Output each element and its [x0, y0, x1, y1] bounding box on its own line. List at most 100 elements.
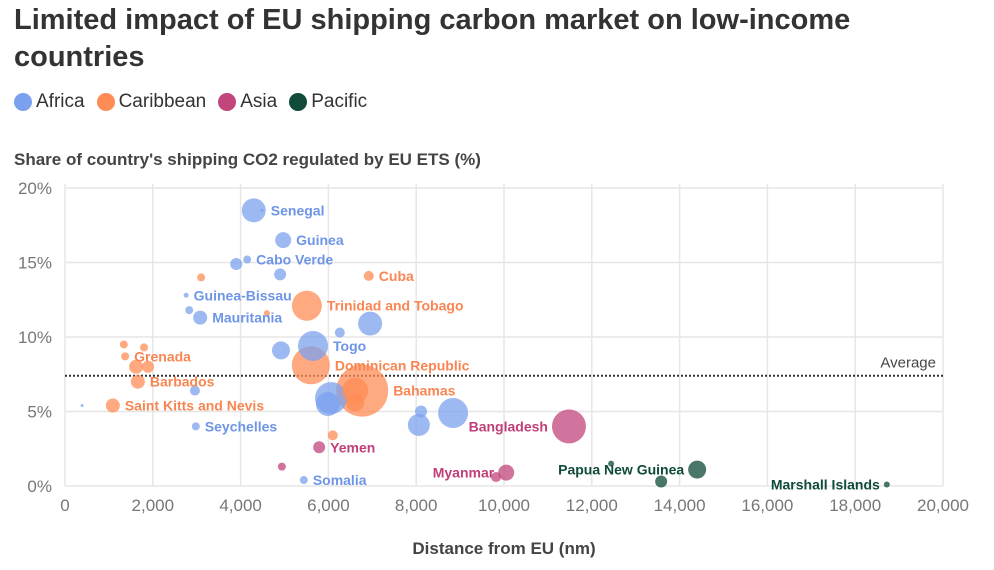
- bubble-africa: [191, 422, 200, 431]
- bubble-caribbean: [263, 310, 270, 317]
- bubble-pacific: [883, 481, 890, 488]
- bubble-caribbean: [119, 340, 128, 349]
- x-tick-label: 10,000: [478, 496, 530, 515]
- legend-swatch-africa: [14, 93, 32, 111]
- average-label: Average: [880, 355, 936, 372]
- bubble-africa: [299, 476, 308, 485]
- bubble-caribbean: [363, 270, 374, 281]
- legend-label: Africa: [36, 91, 85, 112]
- x-tick-label: 0: [60, 496, 69, 515]
- x-tick-label: 2,000: [132, 496, 175, 515]
- bubble-africa: [358, 311, 383, 336]
- legend-swatch-pacific: [289, 93, 308, 111]
- bubble-caribbean: [129, 359, 144, 374]
- bubble-caribbean: [327, 430, 338, 441]
- point-label: Bahamas: [393, 383, 455, 399]
- bubble-africa: [275, 232, 292, 249]
- point-label: Somalia: [313, 472, 367, 488]
- legend-label: Pacific: [311, 91, 368, 112]
- x-tick-label: 20,000: [917, 496, 969, 515]
- y-tick-label: 20%: [18, 179, 52, 198]
- bubble-africa: [271, 341, 290, 360]
- bubble-pacific: [655, 475, 668, 488]
- legend-swatch-caribbean: [96, 93, 115, 111]
- bubble-caribbean: [291, 290, 322, 321]
- point-label: Bangladesh: [469, 418, 548, 434]
- point-label: Mauritania: [212, 310, 282, 326]
- x-tick-label: 18,000: [829, 496, 881, 515]
- bubble-asia: [498, 464, 515, 481]
- bubble-africa: [80, 404, 84, 408]
- x-axis-title: Distance from EU (nm): [412, 539, 595, 558]
- bubble-africa: [189, 385, 200, 396]
- average-line-group: Average: [65, 355, 943, 377]
- bubble-africa: [183, 292, 189, 298]
- point-label: Guinea: [296, 232, 344, 248]
- point-label: Myanmar: [433, 465, 495, 481]
- bubble-africa: [230, 257, 243, 270]
- legend-item-africa[interactable]: Africa: [14, 91, 85, 113]
- y-tick-label: 10%: [18, 328, 52, 347]
- x-tick-label: 14,000: [654, 496, 706, 515]
- bubble-africa: [315, 392, 340, 417]
- bubble-caribbean: [141, 360, 154, 373]
- bubble-caribbean: [140, 343, 149, 352]
- bubble-africa: [298, 330, 329, 361]
- bubble-caribbean: [197, 273, 206, 282]
- bubble-asia: [313, 441, 326, 454]
- bubble-africa: [438, 397, 469, 428]
- bubble-caribbean: [346, 393, 365, 412]
- x-tick-label: 6,000: [307, 496, 350, 515]
- legend-item-asia[interactable]: Asia: [218, 91, 277, 113]
- bubble-africa: [334, 327, 345, 338]
- bubble-caribbean: [130, 374, 145, 389]
- bubble-africa: [274, 268, 287, 281]
- point-label: Senegal: [271, 202, 325, 218]
- point-label: Seychelles: [205, 418, 278, 434]
- legend-label: Caribbean: [118, 91, 207, 112]
- y-axis-title: Share of country's shipping CO2 regulate…: [14, 150, 481, 169]
- bubble-pacific: [608, 460, 615, 467]
- point-label: Trinidad and Tobago: [327, 298, 464, 314]
- legend-item-caribbean[interactable]: Caribbean: [96, 91, 207, 113]
- bubble-caribbean: [121, 352, 130, 361]
- axis-ticks: 0 2,000 4,000 6,000 8,000 10,000 12,000 14,000 1…: [18, 179, 969, 515]
- bubble-africa: [193, 310, 208, 325]
- chart-title: Limited impact of EU shipping carbon mar…: [14, 4, 851, 73]
- bubble-caribbean: [105, 398, 120, 413]
- x-tick-label: 4,000: [219, 496, 262, 515]
- legend-swatch-asia: [218, 93, 237, 111]
- point-labels: Senegal Guinea Cabo Verde Guinea-Bissau Maur…: [125, 202, 880, 492]
- point-label: Saint Kitts and Nevis: [125, 398, 264, 414]
- legend-item-pacific[interactable]: Pacific: [289, 91, 367, 113]
- y-tick-label: 5%: [27, 403, 52, 422]
- legend: Africa Caribbean Asia Pacific: [14, 91, 367, 113]
- bubble-africa: [185, 306, 194, 315]
- bubble-asia: [551, 409, 586, 444]
- bubble-africa: [243, 255, 252, 264]
- point-label: Barbados: [150, 374, 215, 390]
- bubble-asia: [277, 462, 286, 471]
- y-tick-label: 0%: [27, 477, 52, 496]
- point-label: Cabo Verde: [256, 252, 333, 268]
- bubble-africa: [407, 413, 430, 436]
- point-label: Papua New Guinea: [558, 462, 684, 478]
- bubble-africa: [415, 405, 428, 418]
- x-tick-label: 12,000: [566, 496, 618, 515]
- bubble-asia: [491, 472, 502, 483]
- x-tick-label: 16,000: [741, 496, 793, 515]
- bubble-pacific: [688, 460, 707, 479]
- point-label: Guinea-Bissau: [194, 287, 292, 303]
- point-label: Yemen: [330, 439, 375, 455]
- point-label: Marshall Islands: [771, 477, 880, 493]
- bubbles: [80, 198, 890, 488]
- grid: [64, 184, 944, 487]
- legend-label: Asia: [240, 91, 278, 112]
- bubble-africa: [241, 198, 266, 223]
- x-tick-label: 8,000: [395, 496, 438, 515]
- point-label: Cuba: [379, 268, 414, 284]
- y-tick-label: 15%: [18, 254, 52, 273]
- point-label: Grenada: [134, 348, 191, 364]
- point-label: Togo: [333, 338, 366, 354]
